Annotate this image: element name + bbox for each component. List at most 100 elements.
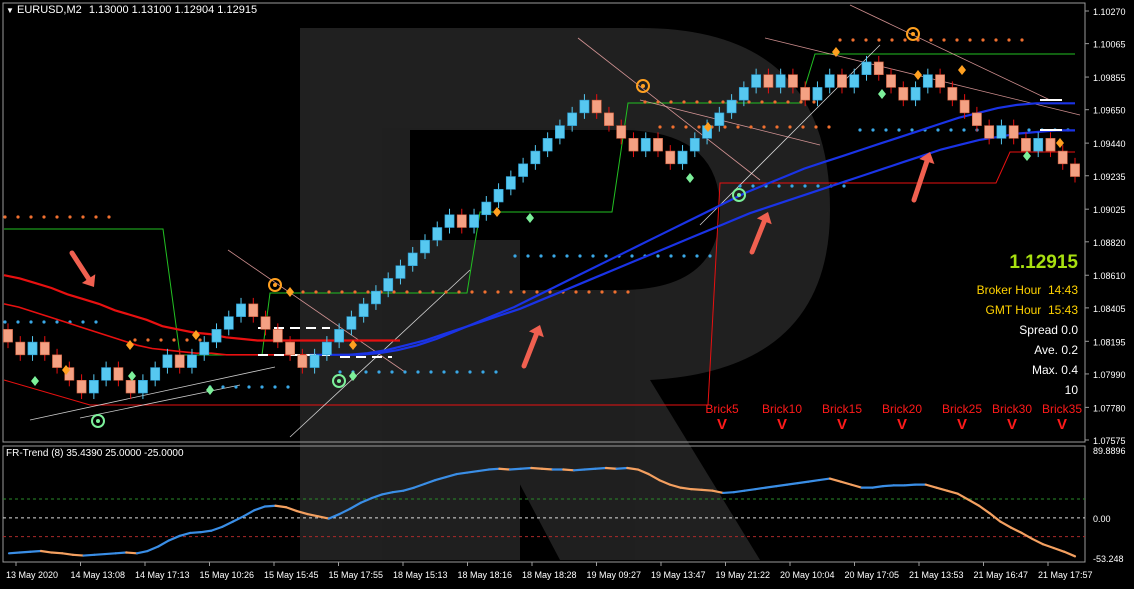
indicator-axis-label: 89.8896 bbox=[1093, 446, 1126, 456]
time-axis-label: 18 May 18:28 bbox=[522, 570, 577, 580]
time-axis-label: 14 May 13:08 bbox=[71, 570, 126, 580]
trend-segment bbox=[18, 550, 32, 554]
candle-body bbox=[285, 341, 295, 356]
support-dot bbox=[16, 320, 20, 324]
sell-ring-marker-dot bbox=[641, 84, 645, 88]
buy-ring-marker bbox=[732, 188, 746, 202]
buy-signal-diamond bbox=[349, 371, 357, 381]
trendline bbox=[29, 366, 276, 421]
dropdown-triangle-icon[interactable]: ▼ bbox=[6, 6, 14, 15]
resistance-dot bbox=[301, 290, 305, 294]
candle-body bbox=[861, 61, 872, 75]
candle-body bbox=[910, 87, 921, 101]
trend-segment bbox=[199, 529, 213, 534]
trend-segment bbox=[157, 539, 170, 548]
support-dot bbox=[630, 254, 634, 258]
support-dot bbox=[468, 370, 472, 374]
candle-body bbox=[738, 87, 749, 101]
support-dot bbox=[565, 254, 569, 258]
time-axis-label: 20 May 17:05 bbox=[845, 570, 900, 580]
candle-body bbox=[1045, 138, 1056, 152]
candle-body bbox=[751, 74, 762, 88]
candle-body bbox=[591, 99, 602, 114]
spread-text: Spread 0.0 bbox=[1019, 323, 1078, 337]
candle-body bbox=[763, 74, 774, 88]
candle-body bbox=[432, 227, 443, 241]
trend-segment bbox=[274, 504, 288, 509]
candle-body bbox=[150, 367, 161, 381]
trend-segment bbox=[7, 551, 21, 555]
trend-segment bbox=[508, 467, 522, 471]
resistance-dot bbox=[801, 125, 805, 129]
resistance-dot bbox=[669, 100, 673, 104]
trend-segment bbox=[82, 553, 96, 557]
brick-mark: V bbox=[1056, 416, 1067, 433]
trend-segment bbox=[999, 520, 1013, 529]
support-dot bbox=[871, 128, 875, 132]
candle-body bbox=[628, 138, 639, 152]
trend-segment bbox=[135, 549, 149, 555]
candle-body bbox=[456, 214, 467, 228]
info-panel: 1.12915 bbox=[1009, 252, 1078, 274]
resistance-dot bbox=[314, 290, 318, 294]
support-dot bbox=[578, 254, 582, 258]
candle-body bbox=[554, 125, 565, 139]
candle-body bbox=[1033, 138, 1044, 152]
resistance-dot bbox=[81, 215, 85, 219]
indicator-title: FR-Trend (8) 35.4390 25.0000 -25.0000 bbox=[6, 448, 184, 459]
price-axis-label: 1.07990 bbox=[1093, 370, 1126, 380]
candle-body bbox=[3, 329, 13, 343]
indicator-title-text: FR-Trend (8) 35.4390 25.0000 -25.0000 bbox=[6, 448, 184, 459]
candle-body bbox=[420, 239, 430, 254]
resistance-dot bbox=[483, 290, 487, 294]
brick-name: Brick20 bbox=[881, 402, 922, 416]
down-arrow-annotation bbox=[69, 250, 96, 287]
candle-body bbox=[236, 303, 246, 317]
support-dot bbox=[481, 370, 485, 374]
resistance-dot bbox=[366, 290, 370, 294]
trend-segment bbox=[29, 549, 43, 553]
trend-segment bbox=[1009, 526, 1023, 535]
support-dot bbox=[682, 254, 686, 258]
support-dot bbox=[1027, 128, 1031, 132]
resistance-dot bbox=[723, 125, 727, 129]
resistance-dot bbox=[327, 290, 331, 294]
resistance-dot bbox=[955, 38, 959, 42]
brick-mark: V bbox=[716, 416, 727, 433]
resistance-dot bbox=[470, 290, 474, 294]
trend-segment bbox=[679, 486, 693, 491]
candle-body bbox=[935, 74, 945, 88]
resistance-dot bbox=[55, 215, 59, 219]
trend-segment bbox=[594, 466, 608, 470]
resistance-dot bbox=[814, 125, 818, 129]
trend-segment bbox=[444, 472, 458, 479]
resistance-dot bbox=[721, 100, 725, 104]
time-axis-label: 19 May 09:27 bbox=[587, 570, 642, 580]
candle-body bbox=[788, 74, 798, 88]
trend-segment bbox=[530, 466, 544, 470]
symbol-header: ▼ EURUSD,M2 1.13000 1.13100 1.12904 1.12… bbox=[6, 4, 257, 16]
broker-hour-value: 14:43 bbox=[1047, 283, 1078, 297]
candle-body bbox=[665, 150, 676, 165]
support-dot bbox=[3, 320, 7, 324]
buy-signal-diamond bbox=[526, 213, 534, 223]
resistance-dot bbox=[697, 125, 701, 129]
trend-segment bbox=[231, 515, 245, 523]
candle-body bbox=[1021, 138, 1031, 152]
indicator-axis-label: 0.00 bbox=[1093, 514, 1111, 524]
candle-body bbox=[677, 150, 688, 165]
trend-segment bbox=[487, 467, 501, 471]
candle-body bbox=[358, 303, 369, 317]
trend-segment bbox=[178, 531, 192, 538]
support-dot bbox=[513, 254, 517, 258]
support-dot bbox=[247, 385, 251, 389]
trend-segment bbox=[977, 504, 991, 515]
resistance-dot bbox=[695, 100, 699, 104]
trend-segment bbox=[466, 469, 480, 474]
trend-segment bbox=[253, 505, 266, 512]
trend-segment bbox=[71, 553, 85, 557]
time-axis-label: 19 May 21:22 bbox=[716, 570, 771, 580]
resistance-dot bbox=[799, 100, 803, 104]
